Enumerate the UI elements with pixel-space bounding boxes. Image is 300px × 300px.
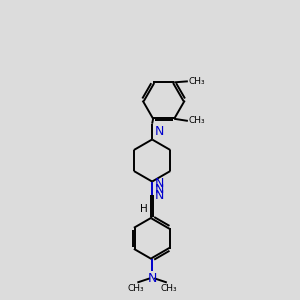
Text: CH₃: CH₃ [128, 284, 144, 292]
Text: CH₃: CH₃ [189, 116, 206, 125]
Text: H: H [140, 204, 148, 214]
Text: N: N [147, 272, 157, 285]
Text: N: N [154, 177, 164, 190]
Text: N: N [154, 189, 164, 202]
Text: N: N [154, 183, 164, 196]
Text: CH₃: CH₃ [189, 77, 206, 86]
Text: N: N [154, 125, 164, 138]
Text: CH₃: CH₃ [160, 284, 177, 292]
